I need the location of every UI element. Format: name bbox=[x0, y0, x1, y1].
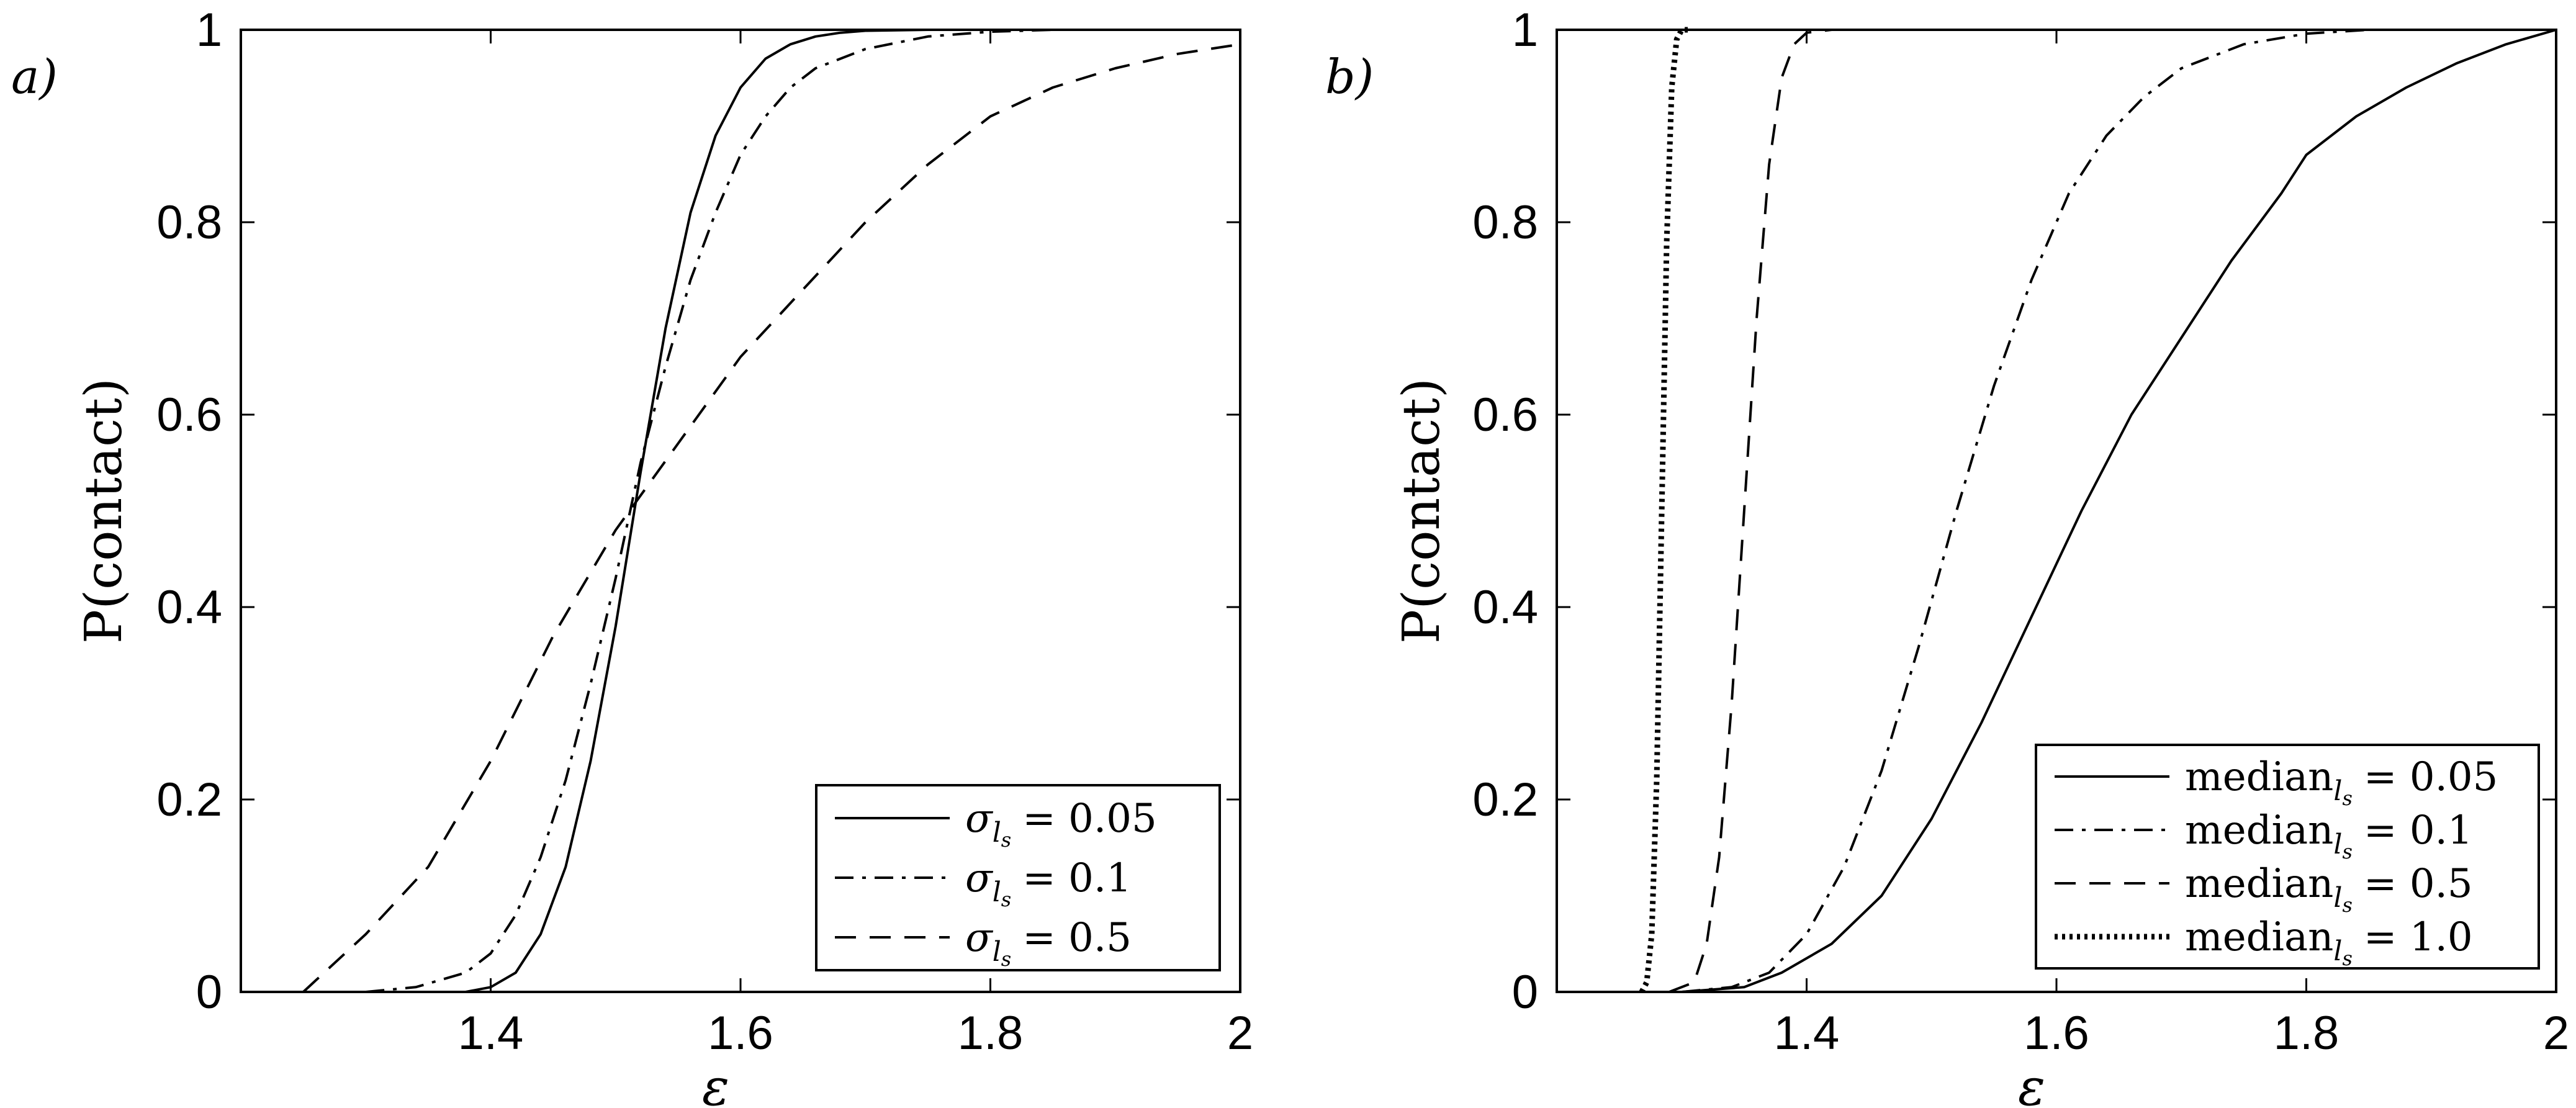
series-line-solid bbox=[465, 29, 1240, 993]
legend-label: medianls = 0.05 bbox=[2185, 754, 2498, 810]
x-tick-label: 1.8 bbox=[958, 1007, 1024, 1060]
y-tick-label: 0 bbox=[1512, 966, 1538, 1019]
y-tick-label: 0.4 bbox=[1472, 581, 1538, 634]
panel-label: a) bbox=[11, 49, 58, 104]
y-axis-label: P(contact) bbox=[1392, 378, 1451, 644]
x-tick-label: 1.8 bbox=[2274, 1007, 2340, 1060]
x-tick-label: 1.4 bbox=[1774, 1007, 1840, 1060]
y-tick-label: 0.6 bbox=[1472, 389, 1538, 441]
x-axis-label: ε bbox=[702, 1058, 729, 1108]
y-tick-label: 0.8 bbox=[156, 196, 222, 249]
x-tick-label: 2 bbox=[2543, 1007, 2569, 1060]
legend-label: σls = 0.5 bbox=[965, 915, 1132, 971]
x-tick-label: 1.6 bbox=[708, 1007, 773, 1060]
chart-panel-b: 0 0.2 0.4 0.6 0.8 1 1.4 1.6 1.8 2 ε P(contact) b) med… bbox=[1325, 4, 2569, 1108]
legend-label: medianls = 1.0 bbox=[2185, 914, 2473, 970]
x-tick-label: 1.4 bbox=[458, 1007, 524, 1060]
y-tick-label: 0.8 bbox=[1472, 196, 1538, 249]
panel-label: b) bbox=[1325, 49, 1374, 104]
y-tick-label: 0.2 bbox=[156, 773, 222, 826]
x-tick-label: 2 bbox=[1227, 1007, 1253, 1060]
y-axis-label: P(contact) bbox=[74, 378, 133, 644]
legend-label: σls = 0.05 bbox=[965, 796, 1157, 852]
x-axis-label: ε bbox=[2018, 1058, 2045, 1108]
x-tick-label: 1.6 bbox=[2024, 1007, 2089, 1060]
legend-label: medianls = 0.5 bbox=[2185, 861, 2473, 917]
y-tick-label: 0 bbox=[196, 966, 222, 1019]
series-line-dashed bbox=[1669, 29, 1832, 993]
y-tick-label: 1 bbox=[196, 4, 222, 56]
chart-panel-a: 0 0.2 0.4 0.6 0.8 1 1.4 1.6 1.8 2 ε P(contact) a) σls… bbox=[11, 4, 1253, 1108]
series-line-dashed bbox=[302, 43, 1241, 993]
series-line-dotted bbox=[1639, 27, 1688, 994]
legend-box bbox=[2035, 744, 2540, 970]
legend-label: medianls = 0.1 bbox=[2185, 808, 2473, 863]
legend-label: σls = 0.1 bbox=[965, 855, 1132, 911]
series-line-dashdot bbox=[1682, 29, 2369, 993]
y-tick-label: 1 bbox=[1512, 4, 1538, 56]
series-line-solid bbox=[1682, 29, 2557, 993]
y-tick-label: 0.6 bbox=[156, 389, 222, 441]
y-tick-label: 0.4 bbox=[156, 581, 222, 634]
y-tick-label: 0.2 bbox=[1472, 773, 1538, 826]
